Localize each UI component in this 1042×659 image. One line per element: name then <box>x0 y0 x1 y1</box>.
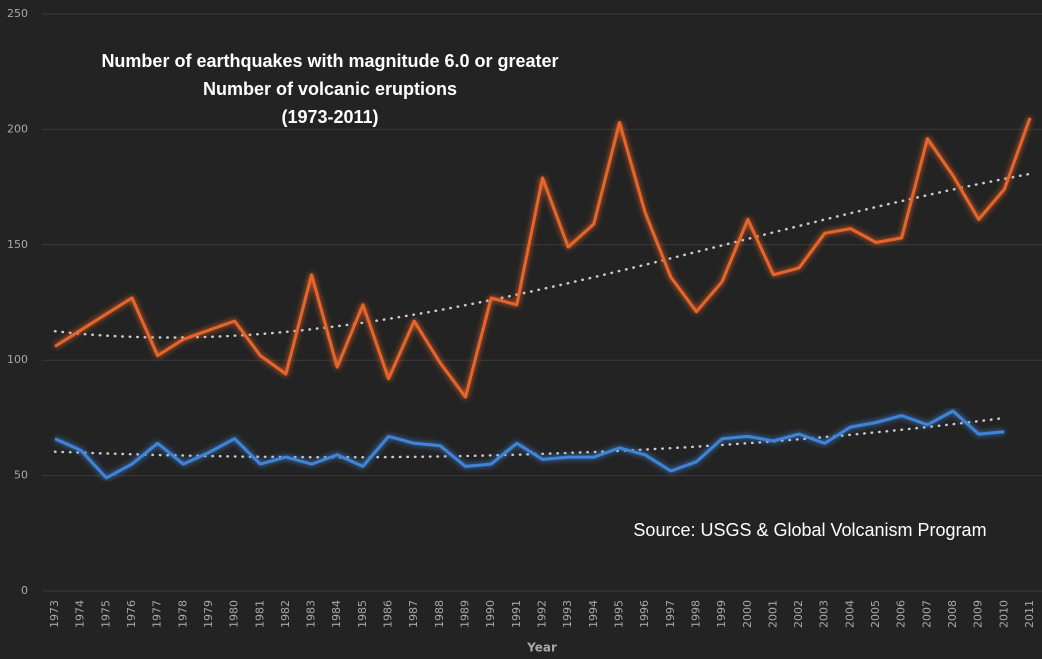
x-tick-label: 1995 <box>612 600 625 628</box>
x-tick-label: 1992 <box>536 600 549 628</box>
y-tick-label: 150 <box>7 238 28 251</box>
x-tick-label: 2009 <box>972 600 985 628</box>
x-tick-label: 1997 <box>664 600 677 628</box>
y-tick-label: 100 <box>7 353 28 366</box>
x-tick-label: 1989 <box>459 600 472 628</box>
trend-line <box>53 172 1032 339</box>
plot <box>53 117 1032 480</box>
x-tick-label: 2006 <box>895 600 908 628</box>
x-tick-label: 1991 <box>510 600 523 628</box>
x-tick-label: 1982 <box>279 600 292 628</box>
x-tick-label: 1998 <box>689 600 702 628</box>
x-tick-label: 2008 <box>946 600 959 628</box>
x-tick-label: 2004 <box>843 600 856 628</box>
x-tick-label: 2003 <box>818 600 831 628</box>
x-tick-label: 1983 <box>305 600 318 628</box>
series-line <box>54 409 1005 480</box>
x-tick-label: 2005 <box>869 600 882 628</box>
x-tick-label: 1993 <box>561 600 574 628</box>
x-tick-label: 1996 <box>638 600 651 628</box>
x-tick-label: 1994 <box>587 600 600 628</box>
x-tick-label: 1990 <box>484 600 497 628</box>
x-tick-label: 1979 <box>202 600 215 628</box>
x-tick-label: 1976 <box>125 600 138 628</box>
chart-title: Number of earthquakes with magnitude 6.0… <box>101 51 558 71</box>
grid <box>42 13 1042 592</box>
trend-line <box>53 416 1006 459</box>
x-tick-label: 1986 <box>382 600 395 628</box>
x-tick-label: 1978 <box>176 600 189 628</box>
x-tick-label: 1981 <box>253 600 266 628</box>
source-note: Source: USGS & Global Volcanism Program <box>633 520 986 540</box>
x-tick-label: 1999 <box>715 600 728 628</box>
series-line <box>54 117 1032 399</box>
x-tick-label: 1984 <box>330 600 343 628</box>
x-tick-label: 1974 <box>74 600 87 628</box>
y-tick-label: 0 <box>21 584 28 597</box>
x-tick-label: 1977 <box>151 600 164 628</box>
x-tick-label: 2007 <box>920 600 933 628</box>
y-tick-label: 250 <box>7 7 28 20</box>
x-tick-label: 2011 <box>1023 600 1036 628</box>
y-tick-label: 200 <box>7 122 28 135</box>
x-tick-label: 1987 <box>407 600 420 628</box>
x-tick-label: 1980 <box>228 600 241 628</box>
x-tick-label: 1985 <box>356 600 369 628</box>
x-tick-label: 2002 <box>792 600 805 628</box>
x-tick-label: 2000 <box>741 600 754 628</box>
x-tick-label: 2001 <box>766 600 779 628</box>
chart-title: Number of volcanic eruptions <box>203 79 457 99</box>
x-axis-title: Year <box>526 641 557 655</box>
chart-title: (1973-2011) <box>281 107 378 127</box>
x-tick-label: 2010 <box>997 600 1010 628</box>
x-tick-label: 1975 <box>99 600 112 628</box>
x-tick-label: 1973 <box>48 600 61 628</box>
y-tick-label: 50 <box>14 469 28 482</box>
x-tick-label: 1988 <box>433 600 446 628</box>
